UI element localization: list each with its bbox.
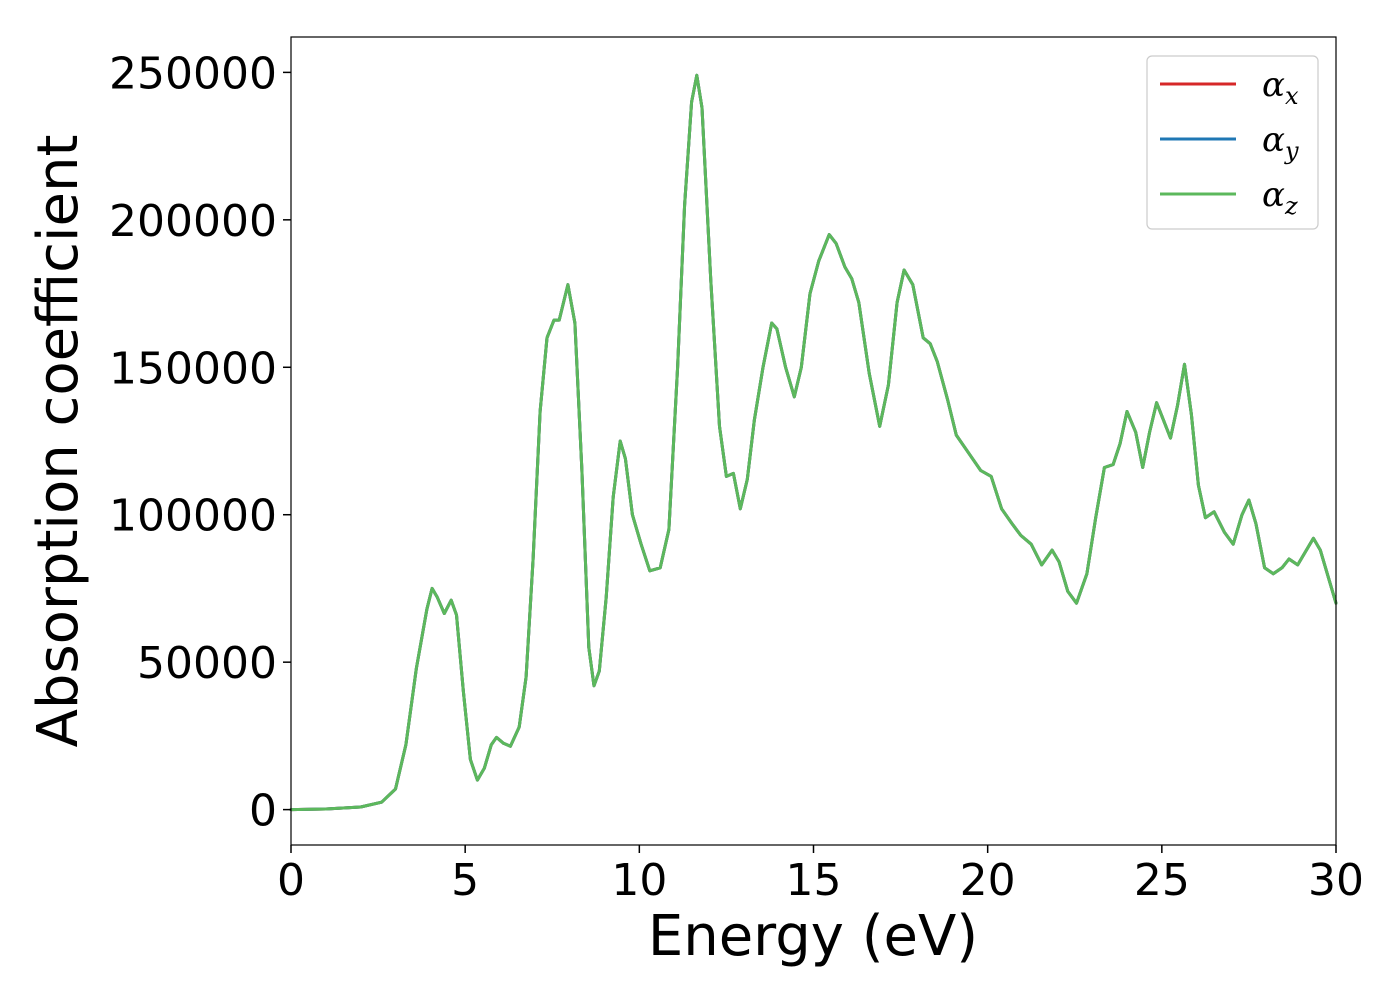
legend-label-y: αy bbox=[1262, 120, 1299, 165]
x-axis: 0 5 10 15 20 25 30 bbox=[277, 845, 1364, 906]
x-tick-label: 20 bbox=[960, 855, 1016, 906]
series-layer bbox=[289, 73, 1338, 812]
y-tick-label: 50000 bbox=[137, 638, 277, 689]
x-tick-label: 5 bbox=[451, 855, 479, 906]
x-tick-label: 25 bbox=[1134, 855, 1190, 906]
legend-symbol: α bbox=[1262, 175, 1285, 215]
y-axis: 0 50000 100000 150000 200000 250000 bbox=[109, 48, 291, 837]
legend-subscript: y bbox=[1284, 137, 1299, 165]
legend-symbol: α bbox=[1262, 120, 1285, 160]
legend-subscript: z bbox=[1284, 192, 1298, 220]
y-tick-label: 150000 bbox=[109, 343, 277, 394]
y-axis-label: Absorption coefficient bbox=[26, 135, 91, 748]
x-tick-label: 30 bbox=[1308, 855, 1364, 906]
y-tick-label: 0 bbox=[249, 786, 277, 837]
y-tick-label: 100000 bbox=[109, 491, 277, 542]
legend-symbol: α bbox=[1262, 65, 1285, 105]
y-tick-label: 200000 bbox=[109, 196, 277, 247]
legend-label-z: αz bbox=[1262, 175, 1298, 220]
x-tick-label: 15 bbox=[786, 855, 842, 906]
x-axis-label: Energy (eV) bbox=[648, 904, 978, 969]
y-tick-label: 250000 bbox=[109, 48, 277, 99]
legend-box bbox=[1146, 55, 1319, 230]
x-tick-label: 0 bbox=[277, 855, 305, 906]
series-line-z bbox=[289, 73, 1338, 812]
x-tick-label: 10 bbox=[611, 855, 667, 906]
legend-label-x: αx bbox=[1262, 65, 1299, 110]
legend-subscript: x bbox=[1285, 82, 1299, 110]
